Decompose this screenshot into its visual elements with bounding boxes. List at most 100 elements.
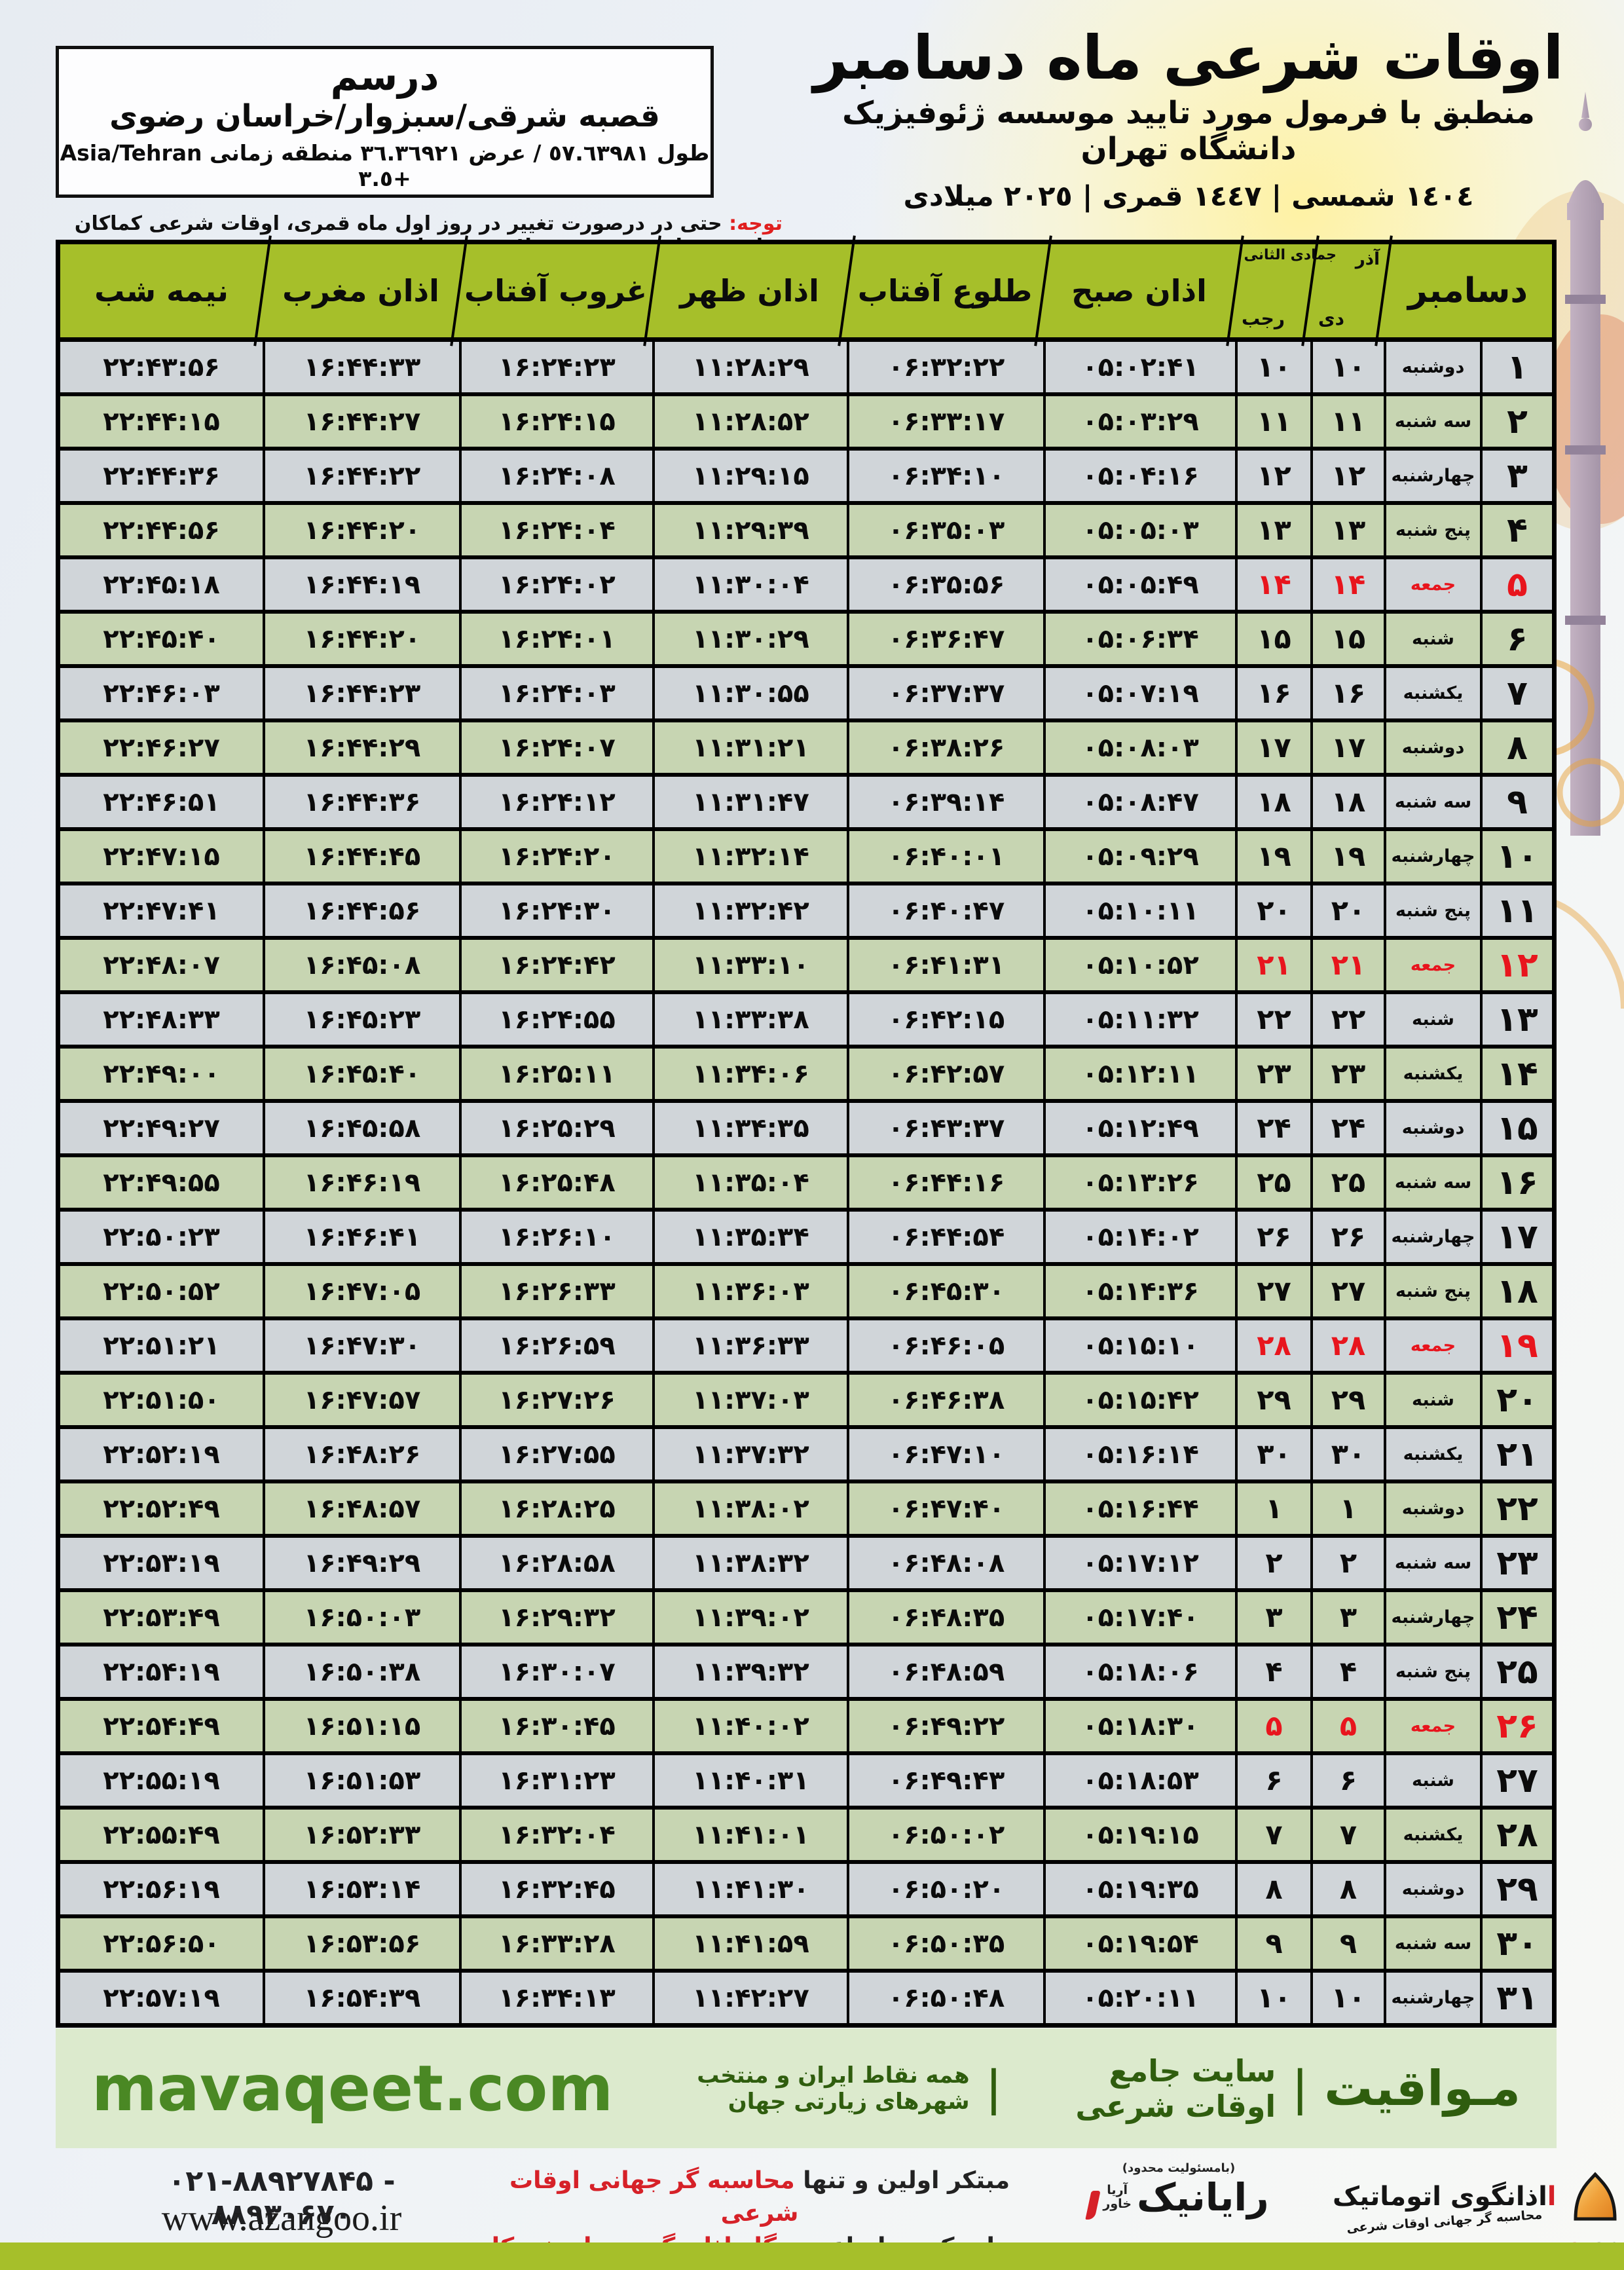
sunset-time: ۱۶:۲۸:۵۸ xyxy=(459,1538,652,1588)
midnight-time: ۲۲:۴۸:۰۷ xyxy=(103,950,220,980)
midnight-time: ۲۲:۵۶:۵۰ xyxy=(103,1928,220,1959)
bottom-olive-bar xyxy=(0,2242,1624,2270)
location-name: درسم xyxy=(330,54,439,99)
azan-maghreb-time: ۱۶:۴۴:۲۳ xyxy=(263,668,459,718)
header-azan-sobh: اذان صبح xyxy=(1043,244,1235,337)
azan-zohr-time: ۱۱:۴۱:۳۰ xyxy=(652,1864,847,1914)
header-midnight: نیمه شب xyxy=(94,273,229,308)
table-row: ۳۱ چهارشنبه ۱۰ ۱۰ ۰۵:۲۰:۱۱ ۰۶:۵۰:۴۸ ۱۱:۴… xyxy=(60,1973,1552,2023)
midnight-time: ۲۲:۴۵:۴۰ xyxy=(103,623,220,654)
sunset-time: ۱۶:۲۸:۲۵ xyxy=(459,1483,652,1534)
lunar-month-day: ۲۴ xyxy=(1235,1103,1310,1153)
sunrise-time: ۰۶:۴۲:۵۷ xyxy=(847,1049,1043,1099)
weekday-name: دوشنبه xyxy=(1384,1864,1480,1914)
midnight-time: ۲۲:۴۶:۲۷ xyxy=(103,732,220,763)
december-day-number: ۳۰ xyxy=(1480,1918,1552,1969)
december-day-number: ۳۱ xyxy=(1480,1973,1552,2023)
header-sunrise: طلوع آفتاب xyxy=(847,244,1043,337)
table-row: ۱ دوشنبه ۱۰ ۱۰ ۰۵:۰۲:۴۱ ۰۶:۳۲:۲۲ ۱۱:۲۸:۲… xyxy=(60,342,1552,396)
december-day-number: ۱۱ xyxy=(1480,885,1552,936)
azan-zohr-time: ۱۱:۴۱:۰۱ xyxy=(652,1810,847,1860)
solar-month-day: ۱۹ xyxy=(1310,831,1384,882)
sunset-time: ۱۶:۳۱:۲۳ xyxy=(459,1755,652,1806)
azan-sobh-time: ۰۵:۱۰:۵۲ xyxy=(1043,940,1235,990)
calendar-years-line: ١٤٠٤ شمسی | ١٤٤٧ قمری | ٢٠٢٥ میلادی xyxy=(903,180,1474,214)
december-day-number: ۲۶ xyxy=(1480,1701,1552,1751)
sunset-time: ۱۶:۳۰:۴۵ xyxy=(459,1701,652,1751)
lunar-month-day: ۲۲ xyxy=(1235,994,1310,1045)
table-row: ۱۵ دوشنبه ۲۴ ۲۴ ۰۵:۱۲:۴۹ ۰۶:۴۳:۳۷ ۱۱:۳۴:… xyxy=(60,1103,1552,1157)
weekday-name: چهارشنبه xyxy=(1384,1212,1480,1262)
prayer-times-table: دسامبر آذر دی جمادی الثانی رجب اذان صبح … xyxy=(56,240,1557,2028)
azan-zohr-time: ۱۱:۳۳:۱۰ xyxy=(652,940,847,990)
azan-sobh-time: ۰۵:۱۹:۵۴ xyxy=(1043,1918,1235,1969)
sunset-time: ۱۶:۳۳:۲۸ xyxy=(459,1918,652,1969)
solar-month-day: ۲۹ xyxy=(1310,1375,1384,1425)
azan-sobh-time: ۰۵:۱۵:۴۲ xyxy=(1043,1375,1235,1425)
midnight-time: ۲۲:۵۴:۴۹ xyxy=(103,1711,220,1741)
lunar-month-day: ۲۵ xyxy=(1235,1157,1310,1208)
azan-maghreb-time: ۱۶:۵۱:۵۳ xyxy=(263,1755,459,1806)
solar-month-day: ۲۳ xyxy=(1310,1049,1384,1099)
weekday-name: چهارشنبه xyxy=(1384,1592,1480,1643)
december-day-number: ۱۸ xyxy=(1480,1266,1552,1316)
weekday-name: یکشنبه xyxy=(1384,1049,1480,1099)
azan-zohr-time: ۱۱:۳۹:۳۲ xyxy=(652,1647,847,1697)
sunset-time: ۱۶:۲۴:۳۰ xyxy=(459,885,652,936)
weekday-name: چهارشنبه xyxy=(1384,451,1480,501)
lunar-month-day: ۲۶ xyxy=(1235,1212,1310,1262)
table-header-row: دسامبر آذر دی جمادی الثانی رجب اذان صبح … xyxy=(60,244,1552,342)
midnight-time: ۲۲:۴۹:۰۰ xyxy=(103,1058,220,1089)
sunset-time: ۱۶:۲۷:۵۵ xyxy=(459,1429,652,1479)
december-day-number: ۱۳ xyxy=(1480,994,1552,1045)
azan-sobh-time: ۰۵:۰۸:۰۳ xyxy=(1043,722,1235,773)
weekday-name: دوشنبه xyxy=(1384,722,1480,773)
azan-sobh-time: ۰۵:۱۷:۴۰ xyxy=(1043,1592,1235,1643)
december-day-number: ۱۰ xyxy=(1480,831,1552,882)
header-sunset: غروب آفتاب xyxy=(459,244,652,337)
solar-month-day: ۱۰ xyxy=(1310,342,1384,392)
solar-month-day: ۱۳ xyxy=(1310,505,1384,555)
rayanik-liability-note: (بامسئولیت محدود) xyxy=(1122,2161,1236,2175)
azan-maghreb-time: ۱۶:۴۴:۴۵ xyxy=(263,831,459,882)
table-row: ۲۷ شنبه ۶ ۶ ۰۵:۱۸:۵۳ ۰۶:۴۹:۴۳ ۱۱:۴۰:۳۱ ۱… xyxy=(60,1755,1552,1810)
solar-month-day: ۲ xyxy=(1310,1538,1384,1588)
azan-maghreb-time: ۱۶:۴۹:۲۹ xyxy=(263,1538,459,1588)
table-row: ۲۴ چهارشنبه ۳ ۳ ۰۵:۱۷:۴۰ ۰۶:۴۸:۳۵ ۱۱:۳۹:… xyxy=(60,1592,1552,1647)
azan-maghreb-time: ۱۶:۴۴:۳۶ xyxy=(263,777,459,827)
azan-zohr-time: ۱۱:۳۴:۰۶ xyxy=(652,1049,847,1099)
lunar-month-day: ۱۰ xyxy=(1235,342,1310,392)
december-day-number: ۲ xyxy=(1480,396,1552,447)
azangoo-graphic: azangoo xyxy=(1566,2153,1624,2257)
december-day-number: ۲۹ xyxy=(1480,1864,1552,1914)
table-row: ۲۱ یکشنبه ۳۰ ۳۰ ۰۵:۱۶:۱۴ ۰۶:۴۷:۱۰ ۱۱:۳۷:… xyxy=(60,1429,1552,1483)
sunset-time: ۱۶:۲۵:۲۹ xyxy=(459,1103,652,1153)
sunrise-time: ۰۶:۵۰:۳۵ xyxy=(847,1918,1043,1969)
midnight-time: ۲۲:۵۶:۱۹ xyxy=(103,1874,220,1905)
azan-sobh-time: ۰۵:۰۹:۲۹ xyxy=(1043,831,1235,882)
weekday-name: دوشنبه xyxy=(1384,342,1480,392)
lunar-month-day: ۱۴ xyxy=(1235,559,1310,610)
december-day-number: ۶ xyxy=(1480,614,1552,664)
december-day-number: ۸ xyxy=(1480,722,1552,773)
azan-sobh-time: ۰۵:۰۲:۴۱ xyxy=(1043,342,1235,392)
page-subtitle: منطبق با فرمول مورد تایید موسسه ژئوفیزیک… xyxy=(842,95,1535,168)
december-day-number: ۲۵ xyxy=(1480,1647,1552,1697)
december-day-number: ۹ xyxy=(1480,777,1552,827)
azan-maghreb-time: ۱۶:۴۸:۲۶ xyxy=(263,1429,459,1479)
azan-maghreb-time: ۱۶:۵۳:۵۶ xyxy=(263,1918,459,1969)
sunrise-time: ۰۶:۳۲:۲۲ xyxy=(847,342,1043,392)
sunrise-time: ۰۶:۳۹:۱۴ xyxy=(847,777,1043,827)
dome-minaret-icon xyxy=(1574,2172,1617,2221)
sunrise-time: ۰۶:۴۶:۳۸ xyxy=(847,1375,1043,1425)
lunar-month-day: ۷ xyxy=(1235,1810,1310,1860)
lunar-month-day: ۶ xyxy=(1235,1755,1310,1806)
midnight-time: ۲۲:۵۵:۴۹ xyxy=(103,1819,220,1850)
sunrise-time: ۰۶:۴۶:۰۵ xyxy=(847,1320,1043,1371)
solar-month-day: ۴ xyxy=(1310,1647,1384,1697)
sunrise-time: ۰۶:۵۰:۰۲ xyxy=(847,1810,1043,1860)
midnight-time: ۲۲:۵۲:۱۹ xyxy=(103,1439,220,1470)
solar-month-day: ۲۸ xyxy=(1310,1320,1384,1371)
midnight-time: ۲۲:۴۶:۰۳ xyxy=(103,678,220,709)
header-jumada-rajab: جمادی الثانی رجب xyxy=(1235,244,1337,337)
